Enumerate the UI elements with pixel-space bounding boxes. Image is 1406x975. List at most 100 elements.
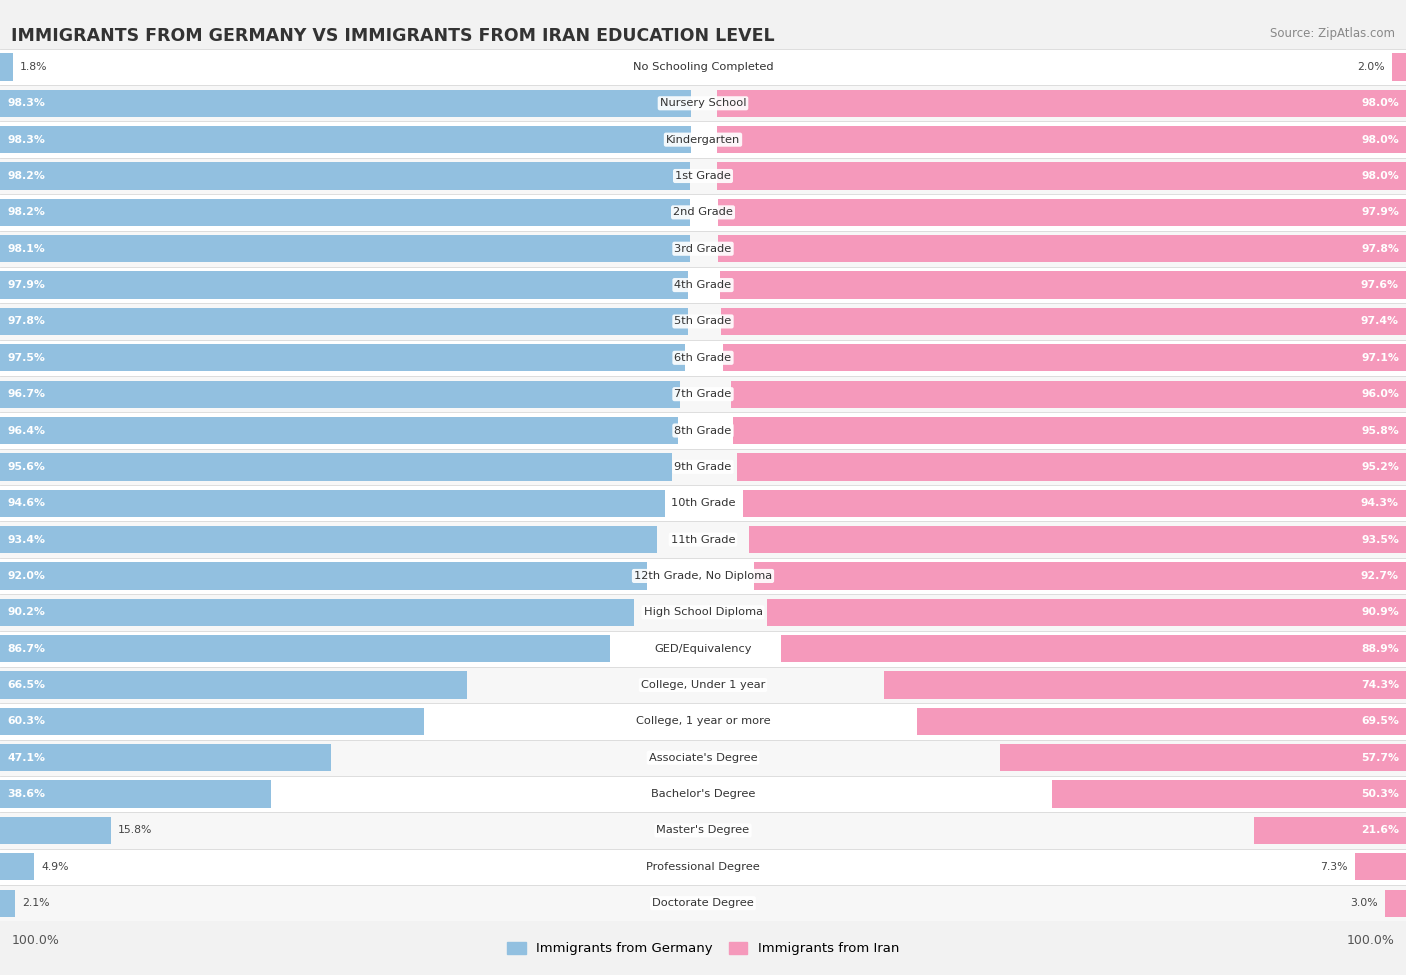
Bar (0, 417, 678, 445)
Text: 6th Grade: 6th Grade (675, 353, 731, 363)
Text: 98.0%: 98.0% (1361, 98, 1399, 108)
Text: 4th Grade: 4th Grade (675, 280, 731, 291)
Text: 94.6%: 94.6% (7, 498, 45, 508)
Bar (1392, 54, 1406, 81)
Bar (0, 744, 332, 771)
Bar (0, 526, 657, 553)
Text: Master's Degree: Master's Degree (657, 826, 749, 836)
Text: 96.7%: 96.7% (7, 389, 45, 399)
Text: 97.8%: 97.8% (7, 317, 45, 327)
Bar (0, 85, 1406, 122)
Bar (0, 380, 681, 408)
Bar (0, 235, 690, 262)
Bar (0, 122, 1406, 158)
Bar (0, 885, 1406, 921)
Text: 90.9%: 90.9% (1361, 607, 1399, 617)
Bar (0, 308, 688, 335)
Bar (0, 453, 672, 481)
Bar (1052, 780, 1406, 807)
Text: Doctorate Degree: Doctorate Degree (652, 898, 754, 908)
Text: 95.6%: 95.6% (7, 462, 45, 472)
Text: 86.7%: 86.7% (7, 644, 45, 653)
Bar (0, 267, 1406, 303)
Bar (0, 486, 1406, 522)
Bar (0, 708, 425, 735)
Text: GED/Equivalency: GED/Equivalency (654, 644, 752, 653)
Text: Associate's Degree: Associate's Degree (648, 753, 758, 762)
Bar (0, 376, 1406, 412)
Text: 93.4%: 93.4% (7, 534, 45, 545)
Bar (0, 848, 1406, 885)
Bar (1254, 817, 1406, 844)
Text: 100.0%: 100.0% (11, 934, 59, 948)
Text: Bachelor's Degree: Bachelor's Degree (651, 789, 755, 800)
Bar (0, 703, 1406, 740)
Bar (0, 740, 1406, 776)
Text: 98.3%: 98.3% (7, 135, 45, 144)
Text: College, 1 year or more: College, 1 year or more (636, 717, 770, 726)
Text: 9th Grade: 9th Grade (675, 462, 731, 472)
Bar (0, 853, 35, 880)
Text: 7.3%: 7.3% (1320, 862, 1348, 872)
Bar (782, 635, 1406, 662)
Bar (0, 412, 1406, 449)
Text: 57.7%: 57.7% (1361, 753, 1399, 762)
Text: 2.0%: 2.0% (1357, 62, 1385, 72)
Text: 97.9%: 97.9% (1361, 208, 1399, 217)
Text: 15.8%: 15.8% (118, 826, 152, 836)
Text: 97.4%: 97.4% (1361, 317, 1399, 327)
Text: 96.0%: 96.0% (1361, 389, 1399, 399)
Text: Professional Degree: Professional Degree (647, 862, 759, 872)
Bar (0, 199, 690, 226)
Text: 21.6%: 21.6% (1361, 826, 1399, 836)
Text: 3rd Grade: 3rd Grade (675, 244, 731, 254)
Text: Kindergarten: Kindergarten (666, 135, 740, 144)
Bar (1385, 889, 1406, 916)
Text: 8th Grade: 8th Grade (675, 425, 731, 436)
Text: 74.3%: 74.3% (1361, 680, 1399, 690)
Text: 4.9%: 4.9% (42, 862, 69, 872)
Text: 95.8%: 95.8% (1361, 425, 1399, 436)
Text: 98.0%: 98.0% (1361, 135, 1399, 144)
Text: College, Under 1 year: College, Under 1 year (641, 680, 765, 690)
Bar (0, 163, 690, 190)
Bar (918, 708, 1406, 735)
Text: 88.9%: 88.9% (1361, 644, 1399, 653)
Text: IMMIGRANTS FROM GERMANY VS IMMIGRANTS FROM IRAN EDUCATION LEVEL: IMMIGRANTS FROM GERMANY VS IMMIGRANTS FR… (11, 27, 775, 45)
Text: No Schooling Completed: No Schooling Completed (633, 62, 773, 72)
Text: 98.3%: 98.3% (7, 98, 45, 108)
Text: Source: ZipAtlas.com: Source: ZipAtlas.com (1270, 27, 1395, 40)
Text: 1.8%: 1.8% (20, 62, 48, 72)
Bar (0, 672, 467, 699)
Text: 12th Grade, No Diploma: 12th Grade, No Diploma (634, 571, 772, 581)
Bar (0, 667, 1406, 703)
Text: 38.6%: 38.6% (7, 789, 45, 800)
Bar (1001, 744, 1406, 771)
Bar (0, 230, 1406, 267)
Bar (754, 563, 1406, 590)
Bar (768, 599, 1406, 626)
Bar (0, 635, 610, 662)
Text: 98.2%: 98.2% (7, 171, 45, 181)
Bar (717, 126, 1406, 153)
Bar (731, 380, 1406, 408)
Text: 60.3%: 60.3% (7, 717, 45, 726)
Bar (720, 271, 1406, 298)
Text: 93.5%: 93.5% (1361, 534, 1399, 545)
Bar (0, 631, 1406, 667)
Text: 69.5%: 69.5% (1361, 717, 1399, 726)
Bar (0, 889, 15, 916)
Bar (0, 344, 686, 371)
Text: 97.6%: 97.6% (1361, 280, 1399, 291)
Bar (1355, 853, 1406, 880)
Bar (0, 563, 647, 590)
Text: High School Diploma: High School Diploma (644, 607, 762, 617)
Text: 1st Grade: 1st Grade (675, 171, 731, 181)
Bar (0, 776, 1406, 812)
Text: 96.4%: 96.4% (7, 425, 45, 436)
Bar (0, 448, 1406, 486)
Bar (718, 199, 1406, 226)
Bar (718, 235, 1406, 262)
Text: 98.2%: 98.2% (7, 208, 45, 217)
Bar (737, 453, 1406, 481)
